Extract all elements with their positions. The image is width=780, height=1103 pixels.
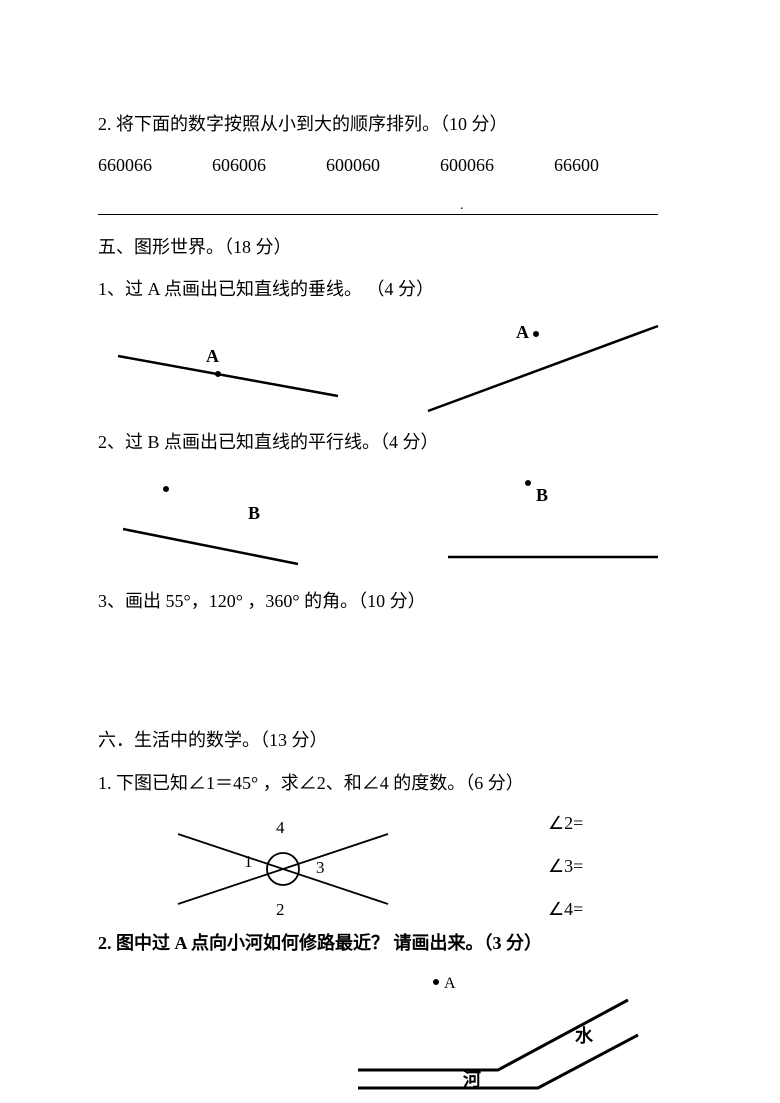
- numbers-row: 660066 606006 600060 600066 66600: [98, 151, 682, 180]
- answer-angle-4: ∠4=: [548, 895, 583, 924]
- river-figure: A 河 水: [328, 970, 648, 1090]
- parallel-fig-left: B: [98, 469, 358, 569]
- section-6-q1: 1. 下图已知∠1＝45° ，求∠2、和∠4 的度数。（6 分）: [98, 769, 682, 798]
- river-label-A: A: [444, 975, 456, 992]
- parallel-fig-right: B: [388, 469, 668, 569]
- parallel-figures: B B: [98, 469, 682, 569]
- number-3: 600060: [326, 151, 380, 180]
- number-4: 600066: [440, 151, 494, 180]
- answer-angle-2: ∠2=: [548, 809, 583, 838]
- answer-blank-line: [98, 186, 658, 215]
- perpendicular-fig-right: A: [388, 316, 668, 416]
- section-6-q2: 2. 图中过 A 点向小河如何修路最近？ 请画出来。（3 分）: [98, 929, 682, 958]
- river-label-he: 河: [463, 1070, 481, 1090]
- section-5-q2: 2、过 B 点画出已知直线的平行线。（4 分）: [98, 428, 682, 457]
- angle-figure: 1 4 3 2: [168, 809, 448, 919]
- perpendicular-figures: A A: [98, 316, 682, 416]
- angle-label-1: 1: [244, 852, 253, 871]
- section-5-title: 五、图形世界。（18 分）: [98, 233, 682, 262]
- river-label-shui: 水: [575, 1025, 594, 1046]
- perpendicular-fig-left: A: [98, 316, 358, 406]
- section-6-title: 六．生活中的数学。（13 分）: [98, 726, 682, 755]
- label-A-right: A: [516, 322, 529, 342]
- section-5-q1: 1、过 A 点画出已知直线的垂线。 （4 分）: [98, 275, 682, 304]
- angle-figure-wrap: 1 4 3 2 ∠2= ∠3= ∠4=: [98, 809, 682, 929]
- number-5: 66600: [554, 151, 599, 180]
- number-1: 660066: [98, 151, 152, 180]
- angle-label-3: 3: [316, 858, 325, 877]
- answer-angle-3: ∠3=: [548, 852, 583, 881]
- number-2: 606006: [212, 151, 266, 180]
- label-A-left: A: [206, 346, 219, 366]
- section-5-q3: 3、画出 55°，120° ，360° 的角。（10 分）: [98, 587, 682, 616]
- angle-answers: ∠2= ∠3= ∠4=: [548, 809, 583, 937]
- river-figure-wrap: A 河 水: [328, 970, 682, 1099]
- question-2-text: 2. 将下面的数字按照从小到大的顺序排列。（10 分）: [98, 110, 682, 139]
- label-B-left: B: [248, 503, 260, 523]
- angle-label-4: 4: [276, 818, 285, 837]
- label-B-right: B: [536, 485, 548, 505]
- angle-label-2: 2: [276, 900, 285, 919]
